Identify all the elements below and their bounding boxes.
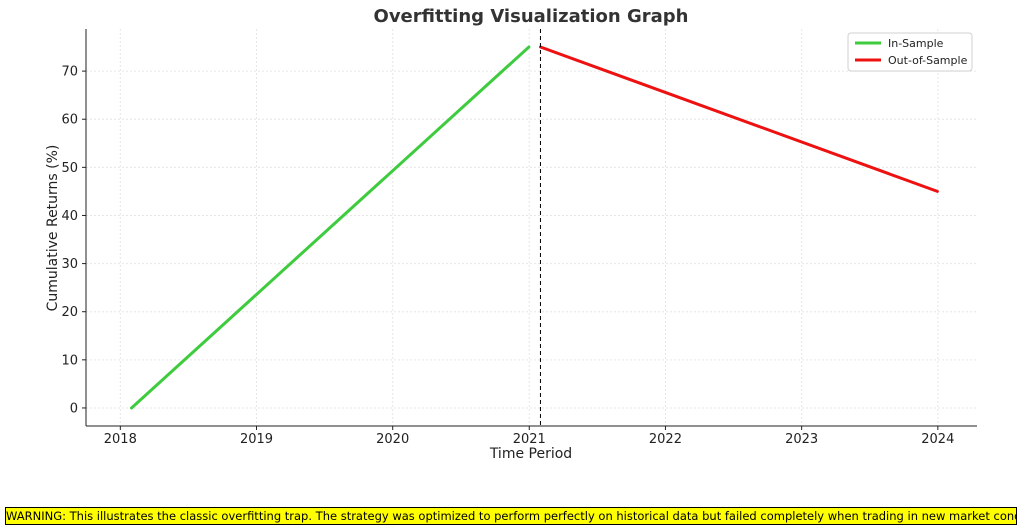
y-tick-label: 70 xyxy=(61,65,78,80)
y-tick-label: 40 xyxy=(61,209,78,224)
chart-title: Overfitting Visualization Graph xyxy=(374,6,689,27)
x-tick-label: 2023 xyxy=(785,432,818,447)
y-tick-label: 50 xyxy=(61,161,78,176)
y-tick-label: 0 xyxy=(70,401,78,416)
legend-label: Out-of-Sample xyxy=(888,54,968,67)
grid xyxy=(86,29,977,426)
legend: In-Sample Out-of-Sample xyxy=(847,32,973,72)
x-tick-label: 2020 xyxy=(376,432,409,447)
x-tick-label: 2018 xyxy=(104,432,137,447)
x-axis-label: Time Period xyxy=(489,446,572,462)
legend-label: In-Sample xyxy=(888,37,944,50)
overfitting-chart: Overfitting Visualization Graph 2018 2019… xyxy=(45,6,977,462)
series-line-in-sample xyxy=(130,45,531,410)
warning-banner: WARNING: This illustrates the classic ov… xyxy=(5,507,1017,525)
y-axis-label: Cumulative Returns (%) xyxy=(45,145,61,312)
y-tick-label: 10 xyxy=(61,353,78,368)
series-line-out-of-sample xyxy=(539,45,939,193)
x-tick-label: 2021 xyxy=(513,432,546,447)
y-axis-ticks: 0 10 20 30 40 50 60 70 xyxy=(61,65,86,416)
series-lines xyxy=(130,45,939,410)
axes xyxy=(85,29,977,427)
x-tick-label: 2022 xyxy=(649,432,682,447)
y-tick-label: 30 xyxy=(61,257,78,272)
x-axis-ticks: 2018 2019 2020 2021 2022 2023 2024 xyxy=(104,426,954,447)
y-tick-label: 60 xyxy=(61,113,78,128)
x-tick-label: 2024 xyxy=(921,432,954,447)
x-tick-label: 2019 xyxy=(240,432,273,447)
y-tick-label: 20 xyxy=(61,305,78,320)
